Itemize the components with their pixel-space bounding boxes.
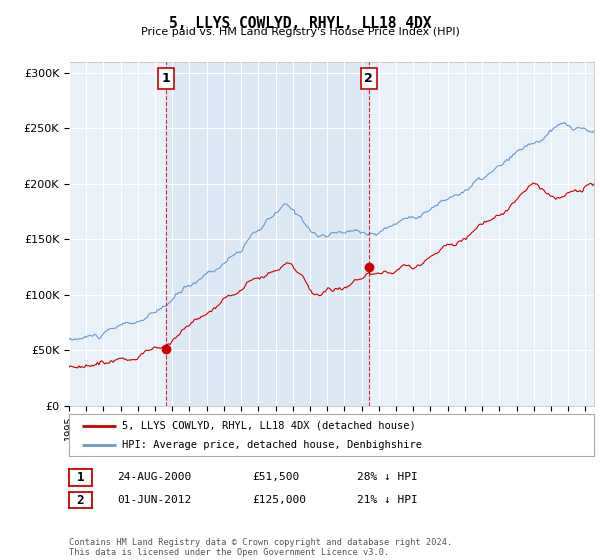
Text: 2: 2 bbox=[77, 493, 84, 507]
Text: 28% ↓ HPI: 28% ↓ HPI bbox=[357, 472, 418, 482]
Text: 1: 1 bbox=[77, 471, 84, 484]
Text: 24-AUG-2000: 24-AUG-2000 bbox=[117, 472, 191, 482]
Text: 5, LLYS COWLYD, RHYL, LL18 4DX: 5, LLYS COWLYD, RHYL, LL18 4DX bbox=[169, 16, 431, 31]
Bar bbox=[166, 62, 369, 406]
Text: 2: 2 bbox=[364, 72, 373, 85]
Text: £51,500: £51,500 bbox=[252, 472, 299, 482]
Text: 5, LLYS COWLYD, RHYL, LL18 4DX (detached house): 5, LLYS COWLYD, RHYL, LL18 4DX (detached… bbox=[121, 421, 415, 431]
Text: 1: 1 bbox=[162, 72, 170, 85]
Text: 21% ↓ HPI: 21% ↓ HPI bbox=[357, 494, 418, 505]
Text: 01-JUN-2012: 01-JUN-2012 bbox=[117, 494, 191, 505]
Text: £125,000: £125,000 bbox=[252, 494, 306, 505]
Text: HPI: Average price, detached house, Denbighshire: HPI: Average price, detached house, Denb… bbox=[121, 440, 421, 450]
Text: Price paid vs. HM Land Registry's House Price Index (HPI): Price paid vs. HM Land Registry's House … bbox=[140, 27, 460, 37]
Text: Contains HM Land Registry data © Crown copyright and database right 2024.
This d: Contains HM Land Registry data © Crown c… bbox=[69, 538, 452, 557]
